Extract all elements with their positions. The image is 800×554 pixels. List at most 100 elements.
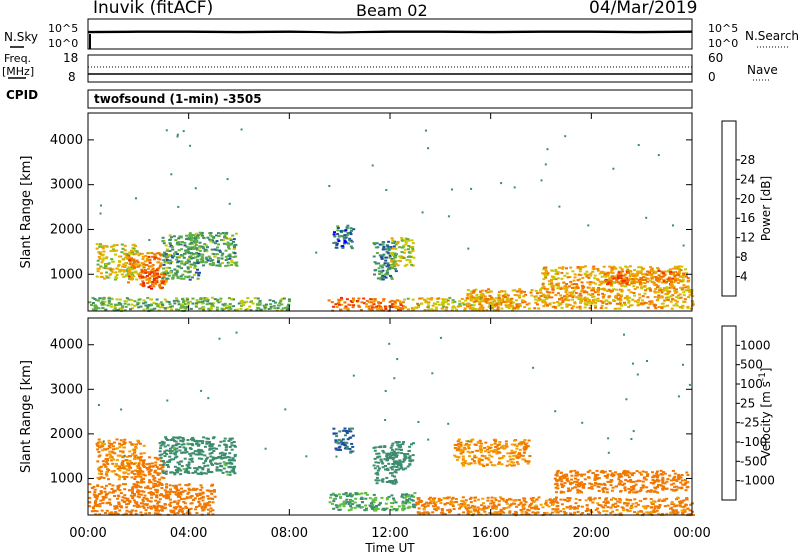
velocity-cell [380,496,384,499]
power-cell [577,297,581,300]
velocity-cell [391,465,395,468]
velocity-cell [602,490,606,493]
velocity-cell [646,505,650,508]
velocity-cell [175,443,179,446]
velocity-cell [673,486,677,489]
power-cell [227,247,231,250]
date-title: 04/Mar/2019 [589,0,698,18]
velocity-cell [168,498,172,501]
velocity-cell [619,490,622,493]
velocity-cell [467,507,471,510]
power-cell [625,282,629,285]
power-cell [574,283,578,285]
velocity-cell [347,430,351,433]
power-cell [660,291,664,294]
velocity-cell [100,509,104,512]
velocity-cell [407,493,410,496]
power-cell [677,274,680,276]
velocity-cell [215,469,219,472]
velocity-cell [480,459,484,461]
velocity-cell [642,477,646,480]
power-cell [633,269,636,271]
velocity-cell [179,493,183,496]
velocity-cell [432,499,436,502]
velocity-cell [596,473,600,476]
velocity-cell [230,444,234,447]
power-cell [272,300,275,303]
power-cell [390,252,394,255]
velocity-cell [563,482,567,485]
velocity-cell [480,504,484,507]
velocity-cell [186,439,190,441]
velocity-cell [491,505,495,508]
velocity-cell [590,485,594,488]
velocity-cell [595,469,599,472]
velocity-cell [97,472,101,475]
power-cell [619,274,622,277]
velocity-cell [102,463,106,466]
velocity-cell [433,508,436,511]
power-cell [104,308,108,311]
velocity-cell [649,501,653,504]
power-cell [202,264,205,267]
velocity-cell [114,473,118,476]
velocity-cell [576,471,580,474]
power-cell [550,296,554,299]
power-cell [472,304,476,307]
velocity-cell [565,479,569,482]
power-cell [544,301,548,304]
velocity-cell [612,473,616,476]
power-cell [479,297,483,300]
power-scatter-cell [558,205,561,208]
power-cell [588,299,592,302]
velocity-cell [376,455,380,458]
velocity-cell [394,478,397,481]
velocity-cell [526,462,530,465]
power-cell [579,266,583,269]
power-cell [523,306,527,309]
power-cell [267,308,271,310]
velocity-cell [219,440,223,443]
velocity-cell [513,444,517,447]
power-cell [140,268,144,271]
velocity-cell [334,432,338,435]
velocity-cell [151,465,155,468]
power-cell [165,260,169,263]
velocity-cell [657,507,660,510]
power-cell [509,300,513,303]
power-cell [146,305,150,308]
power-cell [652,282,656,285]
velocity-cell [569,483,573,486]
velocity-cell [632,485,636,488]
power-cell [601,301,605,304]
power-cell [128,271,132,274]
power-cell [199,261,203,264]
power-cell [384,248,388,251]
power-cell [571,287,574,289]
power-cell [599,300,603,303]
power-cell [393,300,397,303]
power-cell [545,274,549,276]
power-cell [565,272,569,275]
velocity-cell [493,464,497,467]
velocity-cell [159,493,163,496]
power-cell [194,236,197,239]
velocity-cell [370,507,374,510]
power-cell [664,293,668,295]
power-cell [511,289,515,292]
power-cell [141,271,145,274]
power-cell [434,306,438,309]
power-cell [430,297,434,299]
velocity-cell [106,492,110,495]
power-cell [186,249,190,252]
power-scatter-cell [148,239,151,241]
velocity-cell [95,442,99,445]
velocity-cell [401,468,405,471]
power-cell [661,302,665,305]
power-cell [563,295,567,298]
power-cell [140,262,144,265]
velocity-cell [164,437,168,440]
power-cell [407,245,411,247]
power-cell [393,252,397,255]
power-cell [115,249,118,252]
